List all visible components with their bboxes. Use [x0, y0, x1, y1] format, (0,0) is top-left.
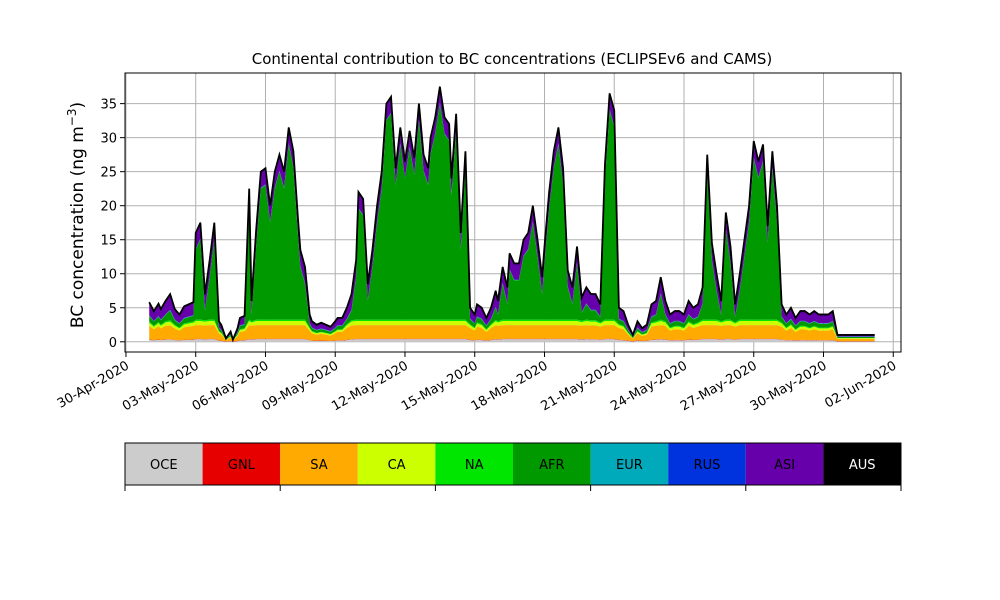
colorbar-swatch-afr [513, 443, 591, 485]
colorbar-frame [124, 442, 902, 486]
area-na [149, 319, 875, 341]
y-axis-label-main: BC concentration (ng m [68, 126, 88, 328]
y-tick-label: 0 [109, 336, 117, 351]
colorbar-label-ca: CA [388, 458, 406, 473]
colorbar-swatch-eur [590, 443, 669, 485]
colorbar-label-oce: OCE [150, 458, 178, 473]
colorbar-swatch-oce [125, 443, 203, 485]
colorbar-label-aus: AUS [849, 458, 876, 473]
x-tick-label: 09-May-2020 [260, 358, 342, 414]
y-axis-label: BC concentration (ng m−3) [65, 102, 88, 328]
colorbar-label-sa: SA [310, 458, 327, 473]
y-axis-label-close: ) [68, 102, 88, 109]
x-tick-label: 03-May-2020 [120, 358, 202, 414]
y-tick-label: 5 [109, 302, 117, 317]
y-tick-label: 10 [100, 268, 117, 283]
x-tick-label: 12-May-2020 [329, 358, 411, 414]
x-tick-label: 06-May-2020 [190, 358, 272, 414]
area-gnl [149, 338, 875, 342]
colorbar-label-afr: AFR [539, 458, 564, 473]
y-tick-label: 15 [100, 234, 117, 249]
x-tick-label: 30-May-2020 [748, 358, 830, 414]
y-axis-label-sup: −3 [65, 108, 79, 126]
colorbar-swatch-aus [823, 443, 901, 485]
colorbar-label-na: NA [465, 458, 484, 473]
stacked-areas [148, 85, 875, 343]
colorbar-swatch-asi [745, 443, 824, 485]
area-asi [149, 85, 875, 340]
x-tick-label: 24-May-2020 [608, 358, 690, 414]
area-ca [149, 321, 875, 341]
colorbar-swatch-na [435, 443, 513, 485]
x-tick-label: 02-Jun-2020 [822, 358, 899, 411]
area-oce [149, 339, 875, 342]
colorbar-swatch-gnl [202, 443, 281, 485]
x-tick-label: 15-May-2020 [399, 358, 481, 414]
continent-colorbar: OCE GNL SA CA NA AFR EUR RUS ASI AUS [124, 442, 902, 491]
y-tick-label: 30 [100, 132, 117, 147]
chart-title: Continental contribution to BC concentra… [252, 50, 773, 68]
area-sa [149, 325, 875, 342]
colorbar-label-gnl: GNL [228, 458, 256, 473]
plot-frame [124, 72, 902, 353]
x-tick-label: 21-May-2020 [539, 358, 621, 414]
y-tick-label: 20 [100, 200, 117, 215]
x-tick-label: 18-May-2020 [469, 358, 551, 414]
total-line [148, 86, 875, 343]
colorbar-label-rus: RUS [694, 458, 721, 473]
x-tick-label: 27-May-2020 [678, 358, 760, 414]
area-afr [149, 103, 875, 341]
y-tick-label: 35 [100, 98, 117, 113]
y-tick-label: 25 [100, 166, 117, 181]
colorbar-label-asi: ASI [774, 458, 795, 473]
colorbar-label-eur: EUR [616, 458, 643, 473]
colorbar-swatch-rus [668, 443, 746, 485]
colorbar-swatch-ca [357, 443, 436, 485]
colorbar-swatch-sa [280, 443, 358, 485]
